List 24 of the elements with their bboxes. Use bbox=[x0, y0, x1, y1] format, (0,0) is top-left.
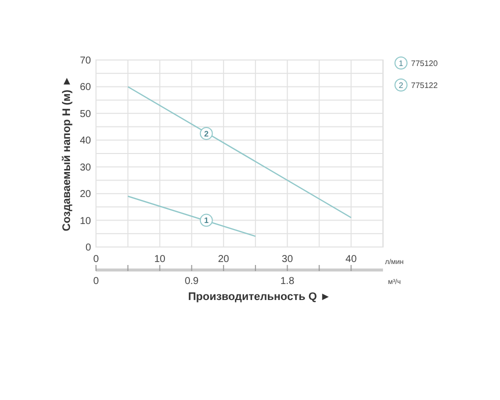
annotation: 1 bbox=[204, 216, 210, 226]
y-tick-label: 50 bbox=[80, 108, 92, 120]
y-tick-label: 20 bbox=[80, 189, 92, 200]
x-tick-label: 40 bbox=[346, 254, 358, 265]
y-tick-label: 60 bbox=[80, 82, 92, 94]
y-tick-label: 10 bbox=[80, 216, 92, 227]
annotation: 2 bbox=[204, 129, 210, 138]
y-tick-label: 70 bbox=[80, 56, 92, 66]
y-tick-label: 0 bbox=[85, 242, 92, 254]
x2-tick-label: 0.9 bbox=[184, 276, 200, 287]
x-tick-label: 30 bbox=[282, 254, 294, 265]
x2-tick-label: 1.8 bbox=[280, 276, 295, 287]
y-tick-label: 30 bbox=[80, 162, 92, 174]
y-axis-title: Создаваемый напор H (м) ► bbox=[61, 76, 73, 232]
legend-label: 775120 bbox=[411, 58, 438, 68]
x-axis-title: Производительность Q ► bbox=[188, 291, 331, 303]
x2-tick-label: 0 bbox=[93, 276, 100, 287]
y-tick-label: 40 bbox=[80, 136, 92, 147]
text: 2 bbox=[398, 80, 404, 90]
x-tick-label: 10 bbox=[154, 254, 166, 265]
legend-label: 775122 bbox=[411, 80, 438, 90]
text: 1 bbox=[398, 58, 404, 68]
x-tick-label: 0 bbox=[93, 254, 100, 265]
x-tick-label: 20 bbox=[218, 254, 230, 265]
